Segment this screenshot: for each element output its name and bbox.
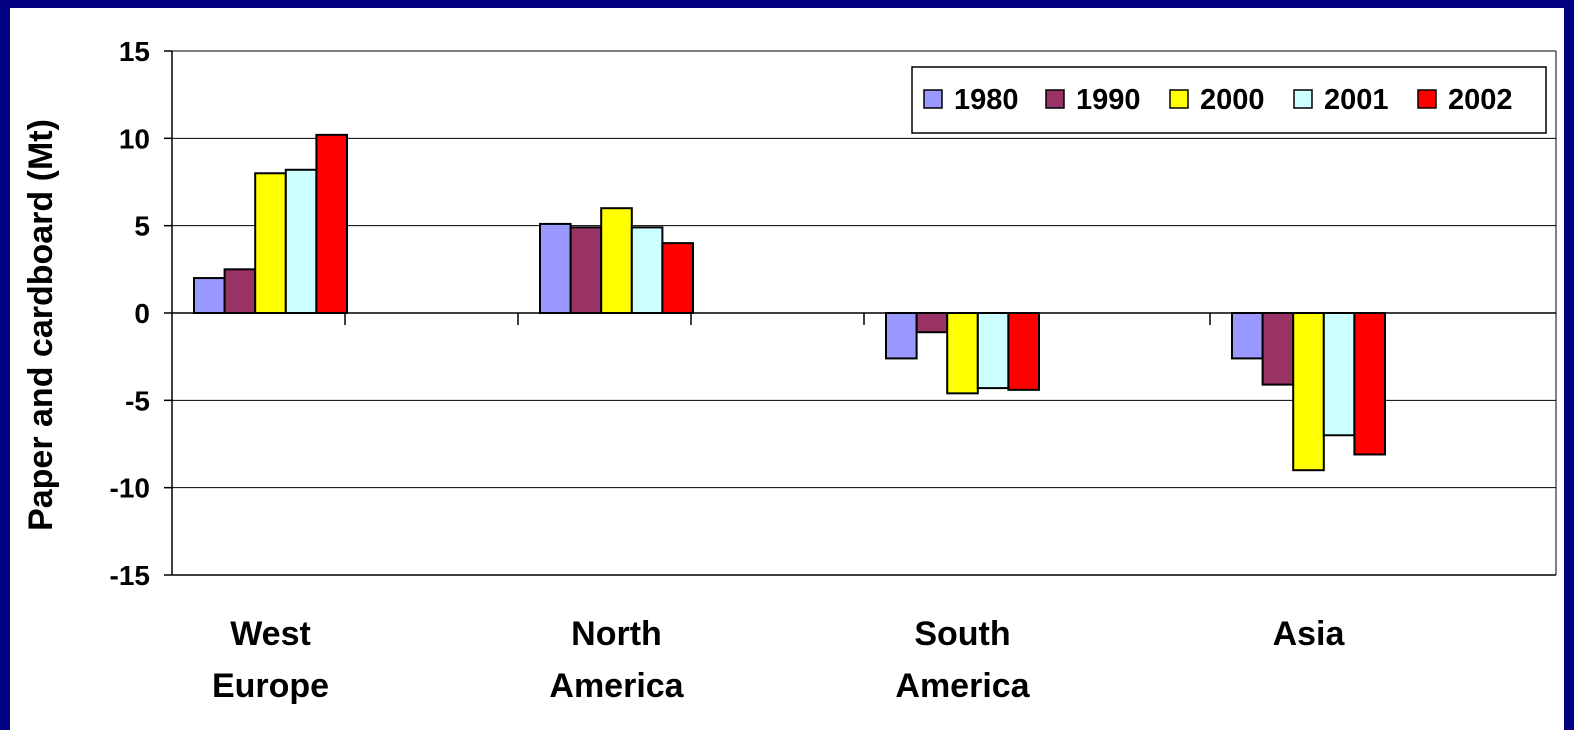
bar xyxy=(254,172,287,314)
bar xyxy=(569,226,603,314)
bar xyxy=(946,312,979,395)
legend-label: 1990 xyxy=(1076,84,1141,116)
x-category-labels: West Europe North America South America Asia xyxy=(212,615,1346,705)
bar xyxy=(885,312,918,360)
y-tick-label: 0 xyxy=(134,298,150,329)
x-category-label: America xyxy=(549,667,684,705)
bar xyxy=(661,242,695,314)
bar xyxy=(976,312,1010,390)
bar xyxy=(1322,312,1356,437)
y-tick-label: -5 xyxy=(125,385,150,416)
bar xyxy=(315,133,348,314)
legend-box xyxy=(911,66,1547,134)
legend-swatch xyxy=(923,89,943,109)
legend-swatch xyxy=(1417,89,1437,109)
y-tick-label: -15 xyxy=(110,560,150,591)
y-axis-title: Paper and cardboard (Mt) xyxy=(22,119,60,531)
bars xyxy=(193,133,1387,472)
legend-label: 2002 xyxy=(1448,84,1513,116)
bar xyxy=(1007,312,1041,391)
gridlines xyxy=(172,50,1556,489)
x-category-label: America xyxy=(895,667,1030,705)
y-tick-label: 15 xyxy=(119,36,150,67)
legend-label: 2001 xyxy=(1324,84,1389,116)
y-tick-label: 10 xyxy=(119,123,150,154)
y-tick-label: -10 xyxy=(110,473,150,504)
bar xyxy=(1231,312,1264,360)
legend: 1980 1990 2000 2001 2002 xyxy=(911,66,1547,134)
x-category-label: North xyxy=(571,615,662,653)
bar xyxy=(1353,312,1387,456)
legend-label: 2000 xyxy=(1200,84,1265,116)
bar xyxy=(223,268,257,315)
bar xyxy=(1261,312,1295,386)
bar xyxy=(600,207,633,314)
legend-swatch xyxy=(1045,89,1065,109)
x-category-label: Europe xyxy=(212,667,329,705)
bar xyxy=(284,168,318,314)
bar xyxy=(193,277,226,315)
y-tick-label: 5 xyxy=(134,211,150,242)
bar xyxy=(1292,312,1325,472)
legend-swatch xyxy=(1169,89,1189,109)
legend-label: 1980 xyxy=(954,84,1019,116)
bar xyxy=(630,226,664,314)
bar xyxy=(539,222,572,314)
x-category-label: Asia xyxy=(1273,615,1346,653)
x-category-label: South xyxy=(914,615,1010,653)
x-category-label: West xyxy=(230,615,311,653)
legend-swatch xyxy=(1293,89,1313,109)
y-tick-labels: 15 10 5 0 -5 -10 -15 xyxy=(110,36,150,591)
bar xyxy=(915,312,949,334)
